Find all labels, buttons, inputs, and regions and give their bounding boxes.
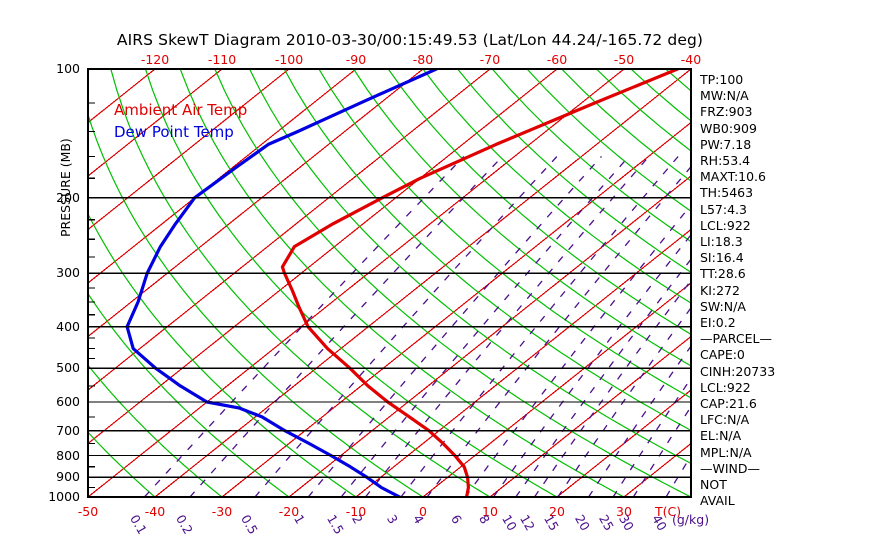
top-temp-tick-label: -40	[680, 52, 702, 67]
parameter-item: LI:18.3	[700, 234, 743, 249]
bottom-temp-tick-label: 20	[549, 504, 565, 519]
pressure-tick-label: 100	[56, 61, 80, 76]
x-axis-title-temp: T(C)	[655, 504, 682, 519]
parameter-item: NOT	[700, 477, 727, 492]
top-temp-tick-label: -120	[140, 52, 170, 67]
pressure-tick-label: 200	[56, 189, 80, 205]
parameter-item: WB0:909	[700, 120, 757, 136]
legend-temp-label: Ambient Air Temp	[114, 101, 248, 119]
temperature-curve	[280, 69, 680, 497]
parameter-item: SI:16.4	[700, 250, 744, 266]
bottom-temp-tick-label: -20	[278, 504, 300, 519]
parameter-item: TH:5463	[700, 185, 754, 201]
bottom-temp-tick-label: -10	[345, 504, 367, 519]
pressure-tick-label: 1000	[48, 489, 80, 504]
page-title: AIRS SkewT Diagram 2010-03-30/00:15:49.5…	[116, 31, 704, 49]
x-axis-title-mixing: (g/kg)	[672, 512, 710, 527]
bottom-temp-tick-label: 30	[616, 504, 632, 519]
bottom-temp-tick-label: -30	[211, 504, 233, 519]
top-temp-tick-label: -90	[345, 52, 367, 67]
parameter-item: AVAIL	[700, 493, 735, 509]
parameter-item: PW:7.18	[700, 136, 752, 152]
pressure-tick-label: 700	[56, 422, 80, 438]
parameter-item: FRZ:903	[700, 104, 753, 120]
bottom-temp-tick-label: 0	[419, 504, 427, 519]
pressure-tick-label: 600	[56, 394, 80, 410]
y-axis-title: PRESSURE (MB)	[58, 138, 73, 237]
parameter-item: LCL:922	[700, 217, 751, 233]
parameter-item: LFC:N/A	[700, 412, 750, 428]
pressure-tick-label: 500	[56, 360, 80, 376]
parameter-item: —PARCEL—	[700, 331, 772, 347]
parameter-item: MPL:N/A	[700, 444, 752, 460]
pressure-tick-label: 400	[56, 318, 80, 334]
parameter-item: KI:272	[700, 282, 740, 298]
parameter-item: TP:100	[700, 72, 744, 87]
parameter-item: MW:N/A	[700, 88, 749, 104]
parameter-item: EI:0.2	[700, 315, 736, 330]
parameter-item: —WIND—	[700, 460, 761, 476]
parameter-item: L57:4.3	[700, 201, 747, 217]
bottom-temp-tick-label: -40	[144, 504, 166, 519]
pressure-tick-label: 800	[56, 447, 80, 463]
parameter-item: TT:28.6	[700, 266, 746, 282]
parameter-item: MAXT:10.6	[700, 169, 766, 185]
parameter-item: EL:N/A	[700, 428, 742, 444]
pressure-tick-label: 300	[56, 265, 80, 281]
parameter-item: SW:N/A	[700, 298, 746, 314]
parameter-item: RH:53.4	[700, 153, 751, 168]
top-temp-tick-label: -60	[546, 52, 568, 67]
bottom-temp-tick-label: -50	[77, 504, 99, 519]
top-temp-tick-label: -110	[207, 52, 237, 67]
top-temp-tick-label: -80	[412, 52, 434, 67]
parameter-item: LCL:922	[700, 379, 751, 395]
parameter-item: CAP:21.6	[700, 396, 757, 411]
top-temp-tick-label: -50	[613, 52, 635, 67]
top-temp-tick-label: -100	[274, 52, 304, 67]
legend-dewpoint-label: Dew Point Temp	[114, 123, 234, 141]
bottom-temp-tick-label: 10	[482, 504, 498, 519]
top-temp-tick-label: -70	[479, 52, 501, 67]
dewpoint-curve	[125, 69, 438, 497]
parameter-item: CINH:20733	[700, 363, 776, 379]
pressure-tick-label: 900	[56, 469, 80, 485]
parameter-item: CAPE:0	[700, 347, 745, 363]
